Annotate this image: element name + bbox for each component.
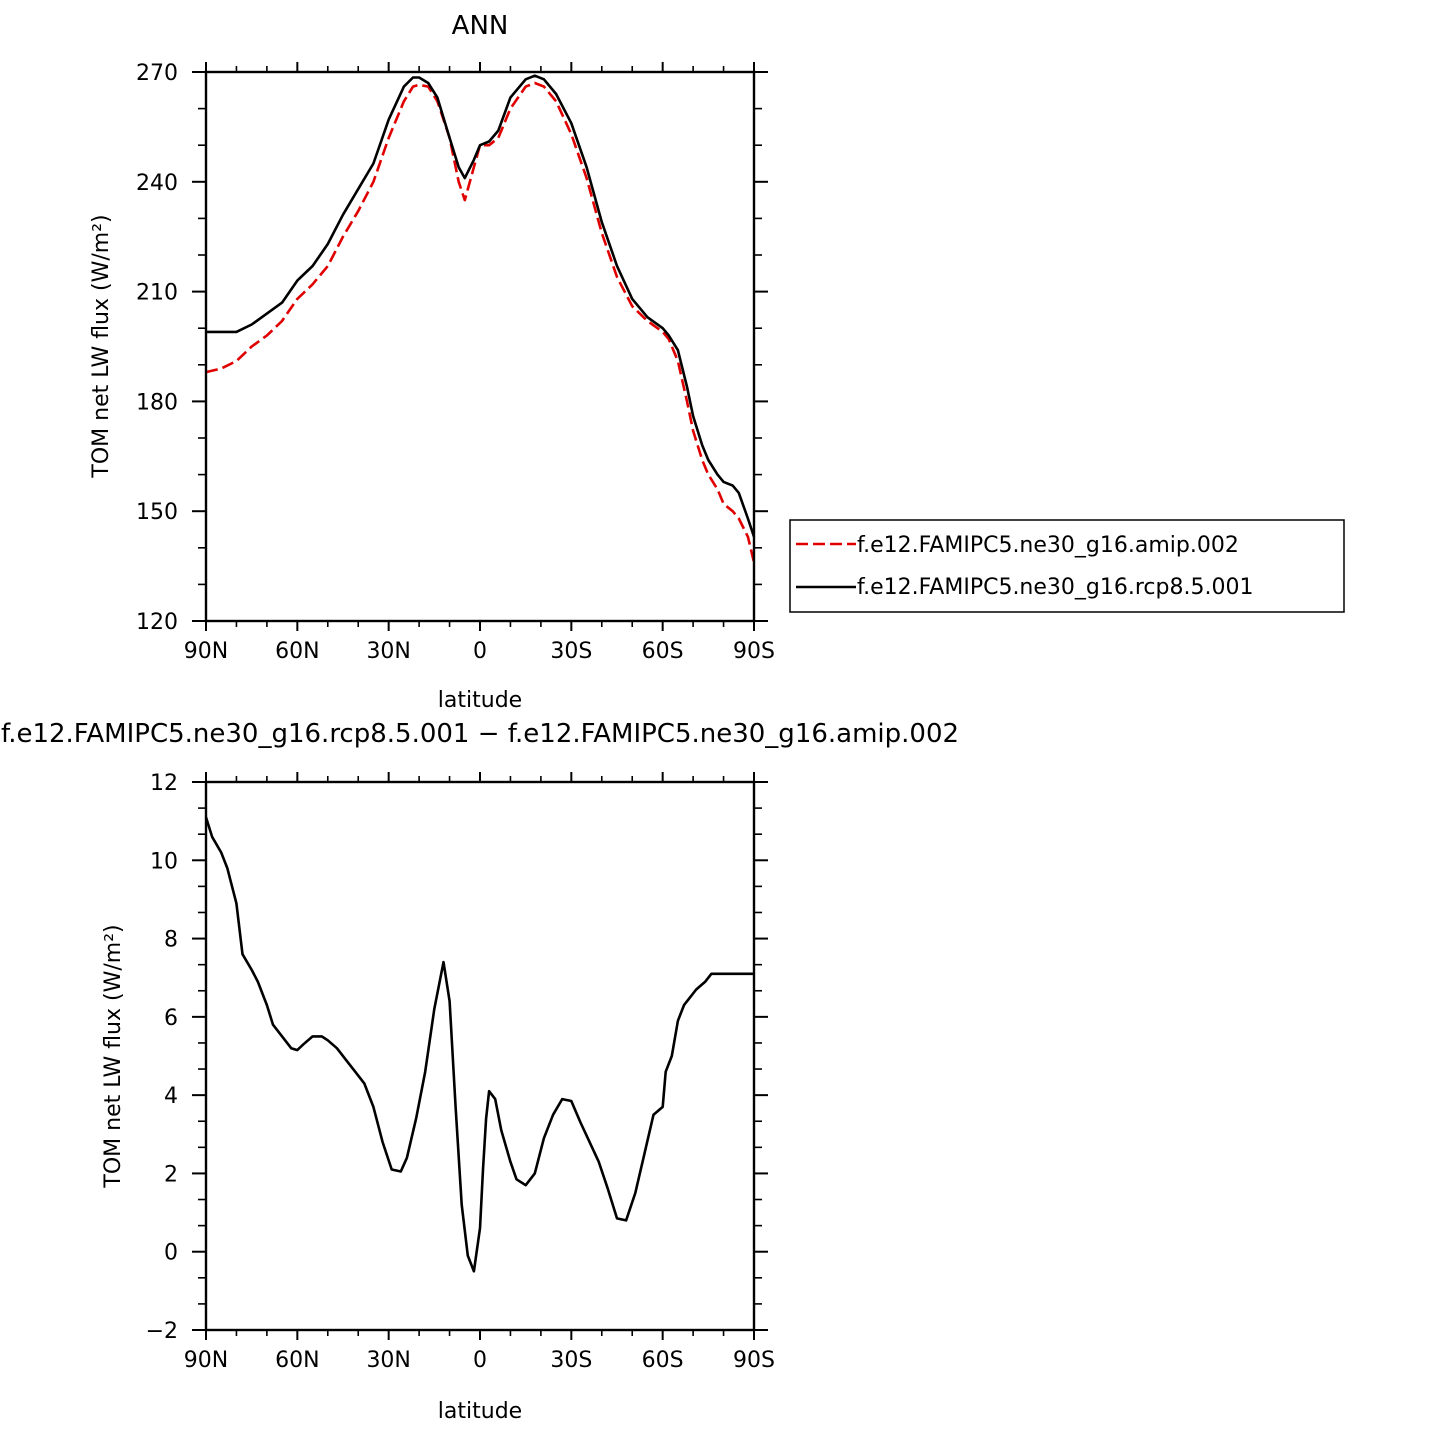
top-x-tick-label: 90S: [733, 639, 775, 664]
top-y-tick-label: 120: [136, 610, 178, 635]
bottom-y-tick-label: 12: [150, 771, 178, 796]
top-panel: ANN TOM net LW flux (W/m²) latitude 90N 6…: [89, 11, 1345, 713]
legend: f.e12.FAMIPC5.ne30_g16.amip.002 f.e12.FA…: [789, 519, 1345, 613]
top-x-tick-label: 0: [473, 639, 487, 664]
top-x-tick-label: 30S: [550, 639, 592, 664]
top-y-tick-label: 270: [136, 61, 178, 86]
bottom-y-tick-label: 8: [164, 928, 178, 953]
legend-label-amip: f.e12.FAMIPC5.ne30_g16.amip.002: [857, 533, 1239, 558]
bottom-y-tick-label: 10: [150, 849, 178, 874]
top-x-tick-label: 30N: [366, 639, 410, 664]
bottom-x-tick-label: 30N: [366, 1348, 410, 1373]
legend-label-rcp: f.e12.FAMIPC5.ne30_g16.rcp8.5.001: [857, 575, 1253, 600]
bottom-panel-title: f.e12.FAMIPC5.ne30_g16.rcp8.5.001 − f.e1…: [1, 719, 959, 749]
top-x-tick-label: 60S: [642, 639, 684, 664]
top-y-tick-label: 210: [136, 281, 178, 306]
top-plot-area: 90N 60N 30N 0 30S 60S 90S 120 150 180 210 240 270: [136, 61, 775, 664]
bottom-x-tick-label: 90N: [184, 1348, 228, 1373]
top-series-line-1: [206, 74, 756, 538]
legend-box: [789, 519, 1345, 613]
bottom-y-tick-label: 2: [164, 1162, 178, 1187]
bottom-plot-area: 90N 60N 30N 0 30S 60S 90S −2 0 2 4 6 8 10 12: [146, 771, 775, 1373]
bottom-x-tick-label: 90S: [733, 1348, 775, 1373]
top-y-axis-label: TOM net LW flux (W/m²): [89, 214, 114, 478]
top-panel-title: ANN: [452, 11, 509, 41]
bottom-series-line-0: [204, 816, 754, 1273]
bottom-x-tick-label: 60S: [642, 1348, 684, 1373]
bottom-x-tick-label: 30S: [550, 1348, 592, 1373]
top-series-line-0: [205, 81, 756, 563]
bottom-panel: f.e12.FAMIPC5.ne30_g16.rcp8.5.001 − f.e1…: [1, 719, 959, 1424]
bottom-y-tick-label: 0: [164, 1241, 178, 1266]
top-x-tick-label: 90N: [184, 639, 228, 664]
bottom-x-tick-label: 0: [473, 1348, 487, 1373]
top-plot-frame: [204, 70, 756, 623]
bottom-y-tick-label: 4: [164, 1084, 178, 1109]
bottom-y-tick-label: 6: [164, 1006, 178, 1031]
top-x-axis-label: latitude: [438, 688, 522, 713]
top-y-tick-label: 150: [136, 500, 178, 525]
bottom-y-axis-label: TOM net LW flux (W/m²): [101, 924, 126, 1188]
bottom-x-tick-label: 60N: [275, 1348, 319, 1373]
top-x-tick-label: 60N: [275, 639, 319, 664]
top-y-tick-label: 240: [136, 171, 178, 196]
top-y-tick-label: 180: [136, 390, 178, 415]
bottom-y-tick-label: −2: [146, 1319, 178, 1344]
bottom-x-axis-label: latitude: [438, 1399, 522, 1424]
